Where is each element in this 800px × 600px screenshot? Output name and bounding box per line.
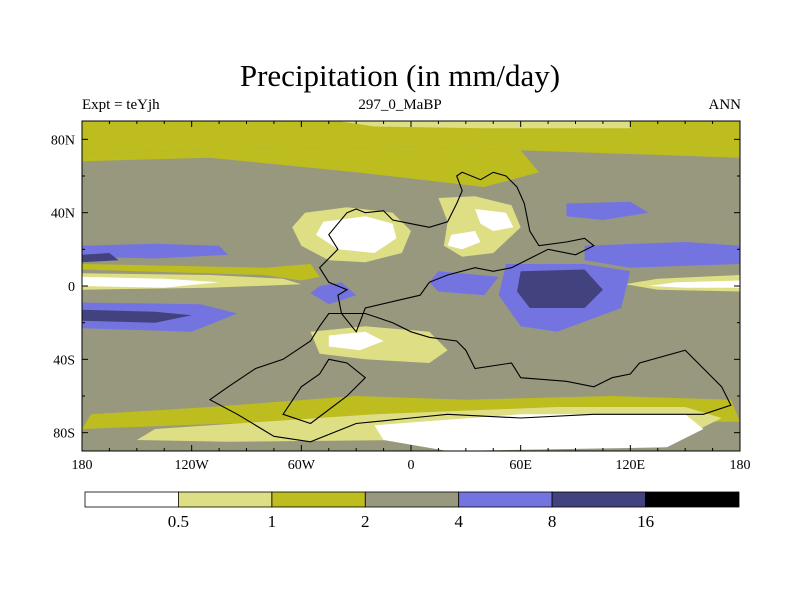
region-western-equatorial-wet-cell bbox=[310, 282, 357, 305]
coastline-laurasia-coast bbox=[318, 171, 595, 333]
coastlines bbox=[208, 171, 732, 443]
colorbar-box bbox=[84, 491, 179, 508]
region-equatorial-dry-core-east bbox=[648, 280, 740, 288]
y-tick-label: 40N bbox=[51, 207, 75, 222]
x-tick-label: 60E bbox=[509, 458, 532, 473]
colorbar-label: 0.5 bbox=[168, 512, 189, 531]
colorbar-label: 16 bbox=[637, 512, 654, 531]
y-tick-label: 0 bbox=[68, 280, 75, 295]
season-label: ANN bbox=[708, 97, 742, 113]
region-south-pole-cap bbox=[374, 414, 704, 451]
colorbar-label: 4 bbox=[454, 512, 463, 531]
region-north-tropical-dry-zone bbox=[82, 264, 320, 281]
region-nh-midlat-dry-band bbox=[82, 146, 539, 187]
x-tick-label: 120E bbox=[616, 458, 646, 473]
colorbar-box bbox=[271, 491, 366, 508]
region-east-pacific-dark-core bbox=[82, 253, 119, 263]
colorbar-box bbox=[645, 491, 740, 508]
region-south-tropical-dark-core bbox=[82, 309, 192, 323]
region-near-east-desert-core-north bbox=[475, 209, 514, 231]
x-tick-label: 0 bbox=[408, 458, 415, 473]
region-east-pacific-wet-band bbox=[82, 243, 229, 259]
region-south-subtropical-desert-core bbox=[328, 331, 384, 351]
region-north-polar-band bbox=[82, 121, 740, 158]
x-tick-label: 120W bbox=[175, 458, 210, 473]
colorbar-box bbox=[177, 491, 273, 508]
y-tick-label: 80N bbox=[51, 133, 75, 148]
period-label: 297_0_MaBP bbox=[358, 97, 442, 113]
region-equatorial-dry-core-west bbox=[82, 276, 220, 288]
region-tethys-dark-core bbox=[517, 269, 603, 308]
coastline-gondwana-coast bbox=[208, 312, 732, 443]
region-west-tethys-wet-strip bbox=[429, 271, 499, 296]
colorbar-label: 2 bbox=[361, 512, 370, 531]
colorbar-label: 1 bbox=[268, 512, 277, 531]
x-tick-label: 180 bbox=[730, 458, 751, 473]
x-tick-label: 60W bbox=[288, 458, 316, 473]
colorbar-label: 8 bbox=[548, 512, 557, 531]
region-north-asia-wet-cell bbox=[566, 201, 649, 220]
colorbar-box bbox=[458, 491, 553, 508]
region-near-east-desert-core-south bbox=[447, 231, 481, 250]
x-tick-label: 180 bbox=[72, 458, 93, 473]
contour-fills bbox=[82, 121, 740, 451]
chart-title: Precipitation (in mm/day) bbox=[239, 58, 561, 93]
y-tick-label: 40S bbox=[53, 353, 75, 368]
colorbar-box bbox=[364, 491, 460, 508]
coastline-inner-gondwana-seaway bbox=[282, 358, 367, 425]
axes: 180 120W 60W 0 60E 120E 180 80N 40N 0 40S 80S bbox=[51, 121, 751, 473]
experiment-label: Expt = teYjh bbox=[82, 97, 160, 113]
colorbar-box bbox=[551, 491, 646, 508]
y-tick-label: 80S bbox=[53, 427, 75, 442]
region-east-asia-wet-band bbox=[584, 242, 740, 268]
colorbar: 0.5 1 2 4 8 16 bbox=[84, 491, 740, 531]
